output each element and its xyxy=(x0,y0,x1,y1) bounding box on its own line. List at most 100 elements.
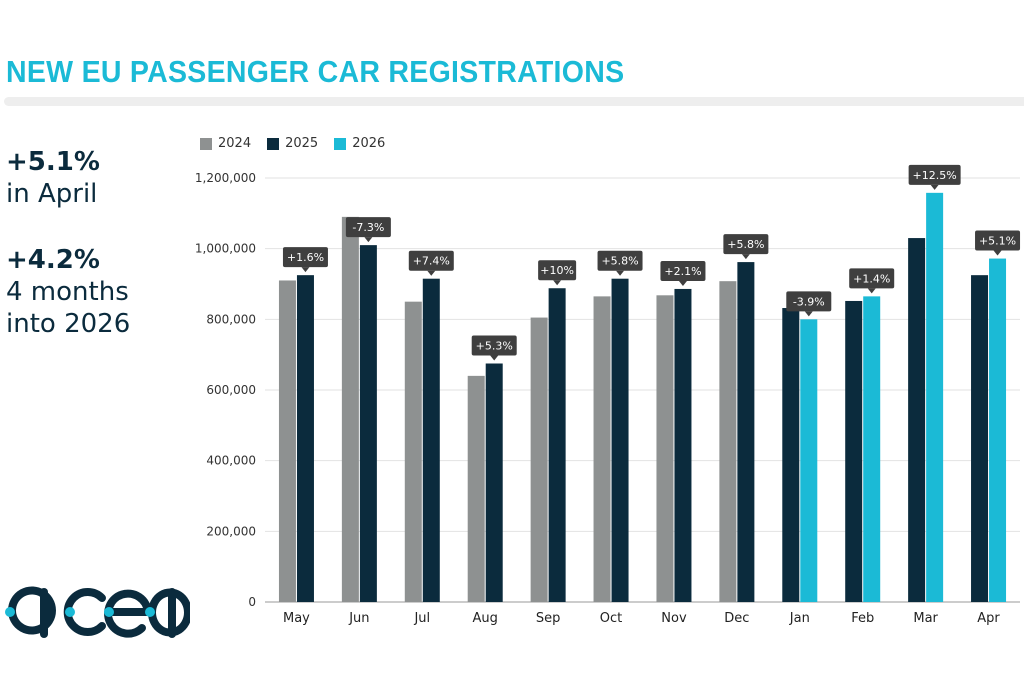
legend-swatch-2025 xyxy=(267,137,280,150)
callout-pointer xyxy=(867,288,876,294)
callout-label: -3.9% xyxy=(793,295,825,308)
x-tick-label: Jan xyxy=(789,611,810,626)
callout-pointer xyxy=(301,267,310,273)
x-tick-label: Sep xyxy=(536,611,561,626)
callout-box xyxy=(597,250,643,271)
callout-label: +7.4% xyxy=(413,255,450,268)
chart-legend: 2024 2025 2026 xyxy=(200,136,385,151)
x-tick-label: Apr xyxy=(977,611,1000,626)
callout-box xyxy=(723,234,769,255)
y-tick-label: 600,000 xyxy=(206,383,256,397)
callout-pointer xyxy=(553,280,562,286)
bar-2025 xyxy=(548,288,566,602)
callout-label: +5.8% xyxy=(601,255,638,268)
bar-2026 xyxy=(800,319,818,602)
bar-2025 xyxy=(296,275,314,602)
stat-april-value: +5.1% xyxy=(6,147,100,177)
stat-ytd-value: +4.2% xyxy=(6,245,100,275)
callout-label: +5.8% xyxy=(727,238,764,251)
stat-ytd-label2: into 2026 xyxy=(6,309,131,339)
callout-pointer xyxy=(427,270,436,276)
callout-box xyxy=(282,247,328,268)
callout-pointer xyxy=(490,355,499,361)
bar-2024 xyxy=(341,216,359,602)
bar-2025 xyxy=(359,245,377,602)
callout-label: -7.3% xyxy=(352,221,384,234)
bar-2025 xyxy=(737,262,755,602)
bar-2026 xyxy=(926,192,944,602)
callout-box xyxy=(975,230,1021,251)
callout-label: +5.1% xyxy=(979,235,1016,248)
x-tick-label: Jun xyxy=(348,611,369,626)
callout-box xyxy=(538,260,577,281)
bar-2026 xyxy=(989,258,1007,602)
bar-2025 xyxy=(485,363,503,602)
legend-item-2026: 2026 xyxy=(334,136,385,151)
callout-pointer xyxy=(993,250,1002,256)
legend-swatch-2026 xyxy=(334,137,347,150)
y-tick-label: 0 xyxy=(248,595,256,609)
legend-item-2024: 2024 xyxy=(200,136,251,151)
bar-2024 xyxy=(278,280,296,602)
callout-label: +1.6% xyxy=(287,251,324,264)
stat-april: +5.1% in April xyxy=(6,146,100,210)
callout-label: +2.1% xyxy=(664,265,701,278)
bar-2025 xyxy=(674,288,692,602)
bar-2024 xyxy=(404,301,422,602)
bar-2024 xyxy=(719,281,737,602)
x-tick-label: May xyxy=(283,611,310,626)
callout-label: +12.5% xyxy=(913,169,957,182)
x-tick-label: Nov xyxy=(661,611,687,626)
callout-box xyxy=(908,164,961,185)
callout-box xyxy=(660,260,706,281)
callout-label: +1.4% xyxy=(853,272,890,285)
callout-box xyxy=(849,268,895,289)
bar-2026 xyxy=(863,296,881,602)
x-tick-label: Dec xyxy=(724,611,749,626)
bar-2024 xyxy=(593,296,611,602)
callout-pointer xyxy=(678,280,687,286)
bar-2025 xyxy=(611,278,629,602)
y-tick-label: 400,000 xyxy=(206,454,256,468)
stat-ytd-label: 4 months xyxy=(6,277,129,307)
stat-april-label: in April xyxy=(6,179,98,209)
y-tick-label: 1,200,000 xyxy=(195,171,256,185)
bar-2024 xyxy=(467,375,485,602)
legend-label-2025: 2025 xyxy=(285,136,319,151)
stat-ytd: +4.2% 4 months into 2026 xyxy=(6,244,130,340)
callout-pointer xyxy=(930,184,939,190)
bar-2024 xyxy=(656,295,674,602)
legend-label-2024: 2024 xyxy=(218,136,252,151)
x-tick-label: Feb xyxy=(851,611,874,626)
y-tick-label: 800,000 xyxy=(206,312,256,326)
y-tick-label: 1,000,000 xyxy=(195,242,256,256)
bar-2024 xyxy=(530,317,548,602)
callout-box xyxy=(471,335,517,356)
title-divider xyxy=(4,97,1024,106)
chart-title: NEW EU PASSENGER CAR REGISTRATIONS xyxy=(6,54,625,89)
bar-2025 xyxy=(845,300,863,602)
x-tick-label: Jul xyxy=(413,611,430,626)
callout-label: +5.3% xyxy=(476,340,513,353)
acea-logo xyxy=(5,586,190,638)
legend-item-2025: 2025 xyxy=(267,136,318,151)
bar-2025 xyxy=(782,308,800,602)
callout-box xyxy=(786,291,832,312)
callout-box xyxy=(345,217,391,238)
callout-pointer xyxy=(741,254,750,260)
x-tick-label: Oct xyxy=(600,611,622,626)
callout-pointer xyxy=(364,237,373,243)
x-tick-label: Aug xyxy=(473,611,498,626)
callout-label: +10% xyxy=(540,264,574,277)
callout-pointer xyxy=(616,270,625,276)
legend-label-2026: 2026 xyxy=(352,136,386,151)
x-tick-label: Mar xyxy=(913,611,938,626)
callout-box xyxy=(408,250,454,271)
callout-pointer xyxy=(804,311,813,317)
bar-2025 xyxy=(908,238,926,603)
legend-swatch-2024 xyxy=(200,137,212,150)
y-tick-label: 200,000 xyxy=(206,524,256,538)
bar-2025 xyxy=(422,278,440,602)
bar-2025 xyxy=(971,275,989,602)
